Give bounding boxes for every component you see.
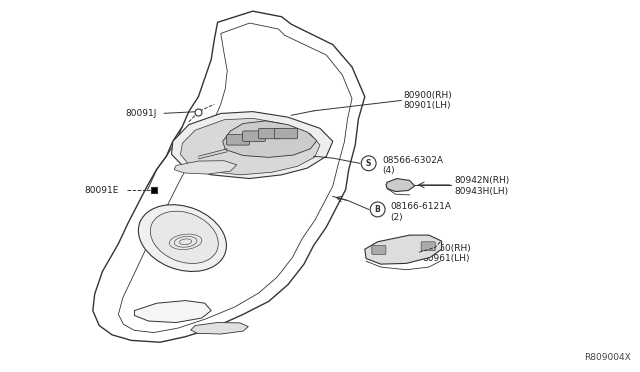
FancyBboxPatch shape: [227, 135, 250, 145]
FancyBboxPatch shape: [259, 128, 282, 139]
Polygon shape: [172, 112, 333, 179]
Text: 08166-6121A
(2): 08166-6121A (2): [390, 202, 451, 222]
Polygon shape: [223, 121, 317, 157]
Polygon shape: [93, 11, 365, 342]
Text: 80960(RH)
80961(LH): 80960(RH) 80961(LH): [422, 244, 471, 263]
FancyBboxPatch shape: [372, 246, 386, 254]
Text: 08566-6302A
(4): 08566-6302A (4): [383, 156, 444, 175]
Ellipse shape: [361, 156, 376, 171]
Polygon shape: [386, 179, 415, 192]
FancyBboxPatch shape: [243, 131, 266, 141]
Text: 80942N(RH)
80943H(LH): 80942N(RH) 80943H(LH): [454, 176, 509, 196]
FancyBboxPatch shape: [421, 242, 435, 251]
Text: S: S: [366, 159, 371, 168]
Polygon shape: [191, 323, 248, 334]
Polygon shape: [174, 161, 237, 174]
Text: B: B: [375, 205, 380, 214]
Ellipse shape: [370, 202, 385, 217]
Text: 80091J: 80091J: [125, 109, 157, 118]
Text: R809004X: R809004X: [584, 353, 630, 362]
Polygon shape: [134, 301, 211, 323]
Ellipse shape: [138, 205, 227, 272]
Ellipse shape: [150, 211, 218, 263]
Text: 80091E: 80091E: [84, 186, 118, 195]
Polygon shape: [180, 118, 320, 175]
FancyBboxPatch shape: [275, 128, 298, 139]
Text: 80900(RH)
80901(LH): 80900(RH) 80901(LH): [403, 91, 452, 110]
Polygon shape: [365, 235, 442, 264]
